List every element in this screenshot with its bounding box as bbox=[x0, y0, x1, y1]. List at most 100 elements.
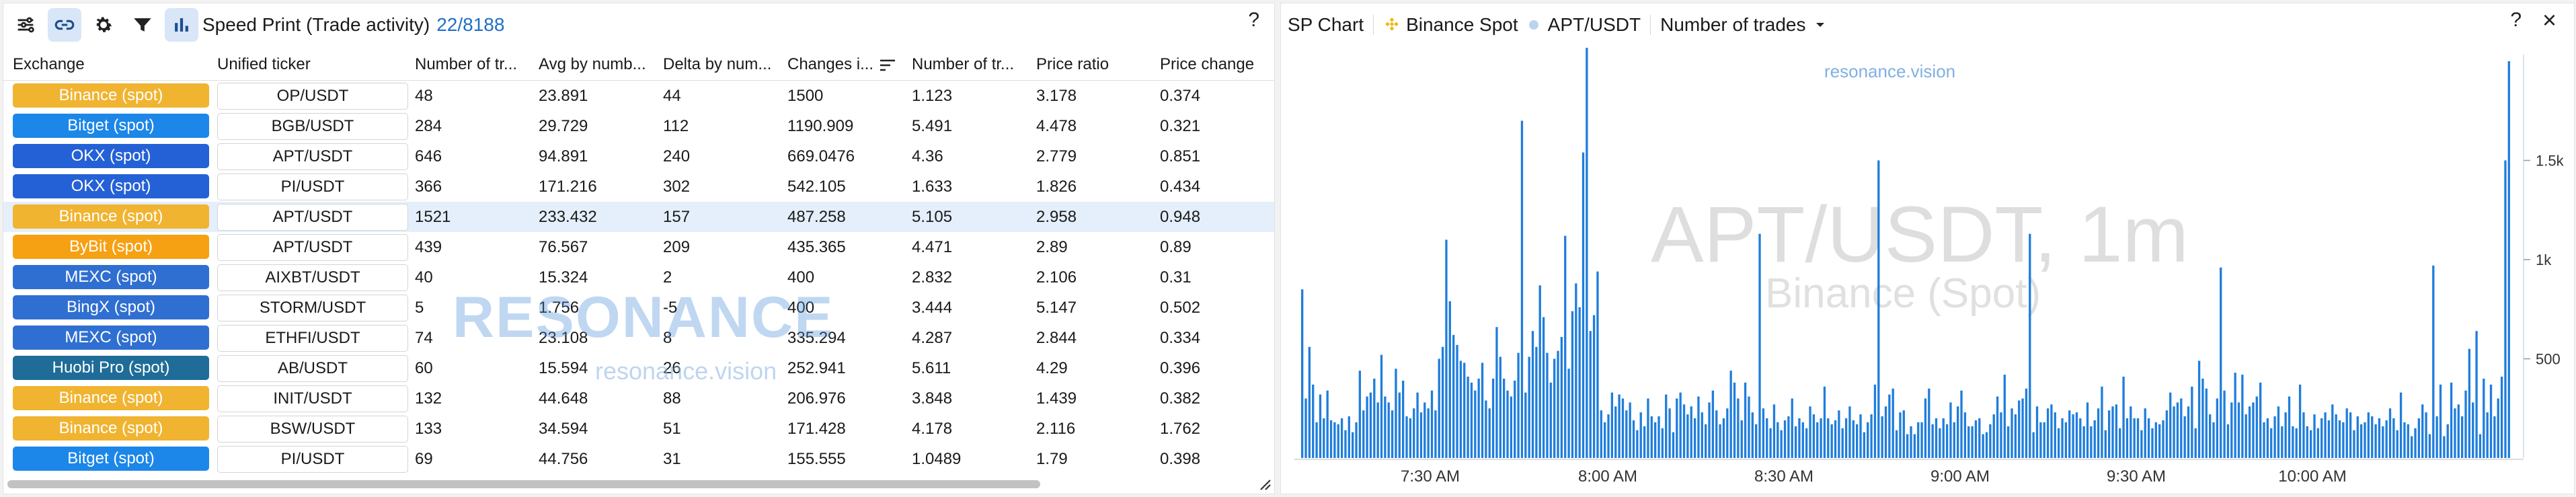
exchange-selector[interactable]: Binance Spot bbox=[1406, 14, 1518, 35]
chart-bar[interactable] bbox=[1355, 422, 1358, 458]
chart-bar[interactable] bbox=[1748, 396, 1750, 458]
chart-bar[interactable] bbox=[1766, 418, 1768, 458]
chart-bar[interactable] bbox=[2075, 412, 2078, 458]
chart-bar[interactable] bbox=[1668, 408, 1671, 458]
chart-bar[interactable] bbox=[2068, 410, 2071, 458]
chart-bar[interactable] bbox=[1488, 408, 1491, 458]
chart-bar[interactable] bbox=[2144, 408, 2146, 458]
chart-bar[interactable] bbox=[1971, 426, 1974, 458]
ticker-cell[interactable]: BSW/USDT bbox=[217, 416, 408, 443]
chart-bar[interactable] bbox=[2493, 416, 2496, 458]
chart-bar[interactable] bbox=[1834, 420, 1837, 458]
chart-bar[interactable] bbox=[2399, 392, 2403, 458]
chart-bar[interactable] bbox=[2313, 414, 2316, 458]
chart-bar[interactable] bbox=[2072, 414, 2074, 458]
ticker-cell[interactable]: AIXBT/USDT bbox=[217, 264, 408, 291]
chart-bar[interactable] bbox=[1625, 410, 1628, 458]
chart-bar[interactable] bbox=[1495, 327, 1498, 458]
chart-bar[interactable] bbox=[1445, 239, 1448, 459]
chart-bar[interactable] bbox=[2011, 408, 2013, 458]
chart-bar[interactable] bbox=[1957, 406, 1959, 458]
chart-bar[interactable] bbox=[2187, 406, 2190, 458]
chart-bar[interactable] bbox=[1380, 354, 1383, 458]
chart-bar[interactable] bbox=[1607, 414, 1610, 458]
chart-bar[interactable] bbox=[1546, 352, 1549, 458]
chart-bar[interactable] bbox=[2252, 402, 2255, 458]
chart-bar[interactable] bbox=[2136, 418, 2140, 458]
help-icon[interactable]: ? bbox=[2510, 9, 2522, 31]
chart-bar[interactable] bbox=[2489, 384, 2493, 458]
column-header-6[interactable]: Number of tr... bbox=[912, 49, 1014, 80]
chart-bar[interactable] bbox=[2021, 398, 2024, 459]
metric-selector[interactable]: Number of trades bbox=[1660, 14, 1806, 35]
chart-bar[interactable] bbox=[2223, 390, 2226, 458]
chart-bar[interactable] bbox=[1960, 390, 1963, 458]
chart-bar[interactable] bbox=[2443, 436, 2446, 458]
chart-bar[interactable] bbox=[1441, 346, 1444, 458]
chart-bar[interactable] bbox=[2364, 422, 2366, 458]
chart-bar[interactable] bbox=[2371, 416, 2374, 458]
chart-bar[interactable] bbox=[1661, 428, 1664, 458]
chart-bar[interactable] bbox=[2205, 388, 2208, 458]
chart-bar[interactable] bbox=[2111, 406, 2114, 458]
chart-bar[interactable] bbox=[2302, 412, 2305, 458]
chart-bar[interactable] bbox=[1358, 371, 1362, 458]
chart-bar[interactable] bbox=[1794, 426, 1797, 458]
chart-bar[interactable] bbox=[2472, 402, 2474, 458]
chart-bar[interactable] bbox=[1398, 392, 1401, 458]
chart-bar[interactable] bbox=[1337, 424, 1339, 458]
chart-bar[interactable] bbox=[1542, 317, 1545, 458]
chart-bar[interactable] bbox=[2209, 414, 2212, 458]
chart-bar[interactable] bbox=[2428, 434, 2431, 458]
chart-bar[interactable] bbox=[1538, 285, 1541, 458]
chart-bar[interactable] bbox=[1301, 289, 1304, 458]
chart-bar[interactable] bbox=[1859, 414, 1862, 458]
chart-bar[interactable] bbox=[1409, 418, 1412, 458]
exchange-badge[interactable]: Binance (spot) bbox=[13, 83, 209, 108]
chart-bar[interactable] bbox=[1340, 418, 1343, 458]
chart-bar[interactable] bbox=[1996, 396, 1999, 458]
exchange-badge[interactable]: Huobi Pro (spot) bbox=[13, 356, 209, 380]
ticker-cell[interactable]: INIT/USDT bbox=[217, 385, 408, 412]
chart-bar[interactable] bbox=[2461, 416, 2464, 458]
chart-bar[interactable] bbox=[2450, 382, 2453, 458]
chart-bar[interactable] bbox=[1567, 369, 1570, 458]
column-header-4[interactable]: Delta by num... bbox=[663, 49, 771, 80]
chart-bar[interactable] bbox=[2349, 412, 2352, 458]
chart-bar[interactable] bbox=[1647, 398, 1649, 459]
chart-bar[interactable] bbox=[1312, 384, 1315, 458]
chart-bar[interactable] bbox=[1452, 335, 1455, 458]
chart-bar[interactable] bbox=[2165, 410, 2169, 458]
chart-bar[interactable] bbox=[1982, 434, 1984, 458]
chart-bar[interactable] bbox=[1657, 416, 1660, 458]
chart-bar[interactable] bbox=[1884, 406, 1887, 458]
chart-bar[interactable] bbox=[2392, 418, 2395, 458]
chart-bar[interactable] bbox=[2263, 422, 2265, 458]
chart-bar[interactable] bbox=[1715, 410, 1718, 458]
chart-bar[interactable] bbox=[1902, 410, 1905, 458]
table-row[interactable]: Binance (spot) APT/USDT 1521 233.432 157 487.… bbox=[3, 202, 1274, 232]
ticker-cell[interactable]: ETHFI/USDT bbox=[217, 325, 408, 352]
chart-bar[interactable] bbox=[1751, 412, 1754, 458]
chart-bar[interactable] bbox=[1610, 392, 1614, 458]
chart-bar[interactable] bbox=[1705, 424, 1707, 458]
chart-bar[interactable] bbox=[1582, 152, 1585, 458]
chart-bar[interactable] bbox=[1524, 392, 1527, 458]
table-row[interactable]: MEXC (spot) AIXBT/USDT 40 15.324 2 400 2.832 2.… bbox=[3, 262, 1274, 293]
chart-bar[interactable] bbox=[2435, 416, 2438, 458]
chart-bar[interactable] bbox=[1503, 379, 1506, 458]
column-header-1[interactable]: Unified ticker bbox=[217, 49, 311, 80]
chart-bar[interactable] bbox=[1553, 358, 1556, 459]
chart-bar[interactable] bbox=[2439, 384, 2442, 458]
chart-bar[interactable] bbox=[1769, 428, 1772, 458]
chart-bar[interactable] bbox=[2356, 416, 2359, 458]
chart-bar[interactable] bbox=[2018, 400, 2021, 458]
chart-bar[interactable] bbox=[1665, 394, 1668, 458]
exchange-badge[interactable]: Binance (spot) bbox=[13, 204, 209, 229]
chart-bar[interactable] bbox=[1740, 420, 1743, 458]
chart-bar[interactable] bbox=[2327, 420, 2331, 458]
chart-bar[interactable] bbox=[2396, 430, 2398, 458]
chart-bar[interactable] bbox=[1467, 377, 1469, 458]
chart-bar[interactable] bbox=[2382, 426, 2384, 458]
chart-bar[interactable] bbox=[1772, 404, 1776, 458]
